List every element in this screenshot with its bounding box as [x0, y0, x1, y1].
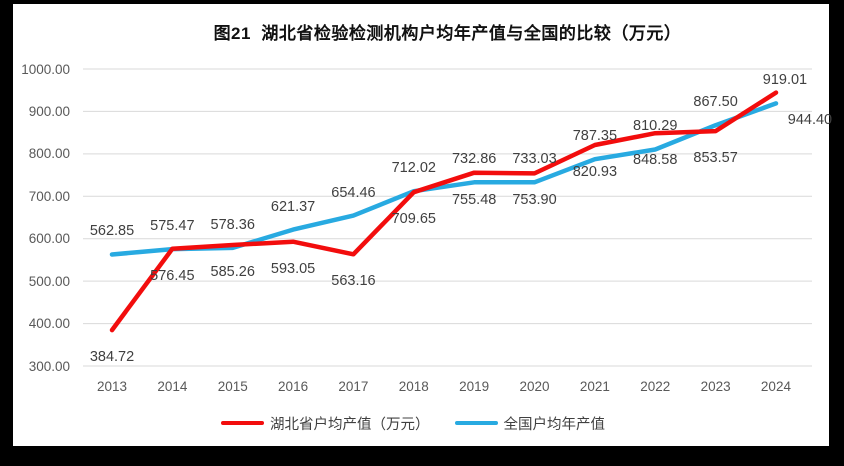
x-tick-label: 2018 — [398, 379, 429, 394]
series-line-national — [109, 101, 779, 257]
legend-line-national-icon — [454, 420, 498, 426]
x-tick-label: 2016 — [278, 379, 309, 394]
data-label-hubei: 576.45 — [150, 267, 195, 284]
x-tick-label: 2023 — [700, 379, 731, 394]
data-label-hubei: 853.57 — [693, 150, 738, 167]
data-label-hubei: 944.40 — [787, 111, 833, 128]
series-line-hubei — [109, 90, 779, 333]
data-label-national: 733.03 — [512, 151, 557, 168]
x-tick-label: 2015 — [217, 379, 248, 394]
y-tick-label: 700.00 — [28, 188, 70, 204]
data-label-national: 867.50 — [693, 94, 738, 111]
data-label-national: 654.46 — [331, 184, 376, 201]
x-tick-label: 2013 — [96, 379, 128, 394]
data-label-hubei: 848.58 — [633, 152, 678, 169]
data-label-national: 732.86 — [451, 151, 497, 168]
data-label-national: 787.35 — [572, 128, 618, 145]
y-tick-label: 900.00 — [28, 103, 70, 119]
legend-line-hubei-icon — [221, 420, 264, 426]
chart-title: 图21 湖北省检验检测机构户均年产值与全国的比较（万元） — [213, 24, 682, 43]
data-label-hubei: 384.72 — [89, 349, 135, 366]
y-tick-label: 1000.00 — [21, 61, 70, 77]
legend-label-hubei: 湖北省户均产值（万元） — [270, 416, 430, 433]
data-label-hubei: 563.16 — [331, 273, 376, 290]
y-tick-label: 300.00 — [28, 358, 70, 374]
x-tick-label: 2020 — [519, 379, 550, 394]
x-tick-label: 2024 — [760, 379, 791, 394]
data-label-national: 578.36 — [210, 216, 255, 233]
data-label-hubei: 585.26 — [210, 263, 255, 280]
data-label-national: 562.85 — [89, 223, 135, 240]
x-tick-label: 2019 — [459, 379, 490, 394]
y-tick-label: 800.00 — [28, 146, 70, 162]
data-label-national: 919.01 — [762, 72, 808, 89]
data-label-national: 621.37 — [270, 198, 316, 215]
y-tick-label: 500.00 — [28, 273, 70, 289]
x-tick-label: 2017 — [338, 379, 369, 394]
y-tick-label: 400.00 — [28, 316, 70, 332]
data-label-national: 575.47 — [150, 218, 195, 235]
y-tick-label: 600.00 — [28, 231, 70, 247]
legend: 湖北省户均产值（万元） 全国户均年产值 — [221, 414, 606, 433]
data-label-hubei: 820.93 — [572, 163, 618, 180]
x-tick-label: 2014 — [157, 379, 188, 394]
data-label-hubei: 753.90 — [512, 192, 557, 209]
x-tick-label: 2022 — [640, 379, 671, 394]
x-tick-label: 2021 — [579, 379, 610, 394]
data-label-national: 712.02 — [391, 160, 436, 177]
chart-page-background — [13, 4, 829, 446]
data-label-hubei: 755.48 — [451, 191, 497, 208]
data-label-hubei: 593.05 — [270, 260, 316, 277]
data-label-hubei: 709.65 — [391, 211, 436, 228]
legend-label-national: 全国户均年产值 — [503, 416, 606, 433]
data-label-national: 810.29 — [633, 118, 678, 135]
